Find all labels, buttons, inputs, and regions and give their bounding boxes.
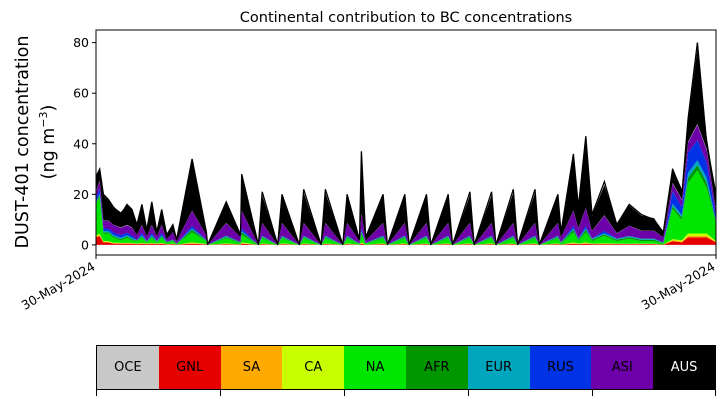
region-legend: OCE GNL SA CA NA AFR EUR RUS ASI AUS — [96, 345, 716, 390]
area-sa — [96, 235, 716, 245]
y-tick-label: 20 — [73, 187, 89, 202]
y-axis-label-line1: DUST-401 concentration — [13, 36, 33, 249]
area-ca — [96, 233, 716, 245]
area-asi — [96, 124, 716, 245]
chart-title: Continental contribution to BC concentra… — [240, 10, 572, 26]
y-axis: 0 20 40 60 80 — [73, 35, 96, 252]
legend-na: NA — [344, 346, 406, 389]
x-axis: 30-May-2024 30-May-2024 — [19, 255, 718, 313]
legend-asi: ASI — [591, 346, 654, 389]
y-axis-units-sup: −3 — [37, 111, 50, 127]
legend-tick — [592, 390, 593, 396]
legend-gnl: GNL — [158, 346, 221, 389]
legend-eur: EUR — [467, 346, 530, 389]
total-line — [96, 42, 716, 246]
legend-tick — [96, 390, 97, 396]
legend-aus: AUS — [653, 346, 715, 389]
legend-tick — [468, 390, 469, 396]
y-axis-units-prefix: (ng m — [39, 128, 59, 180]
legend-oce: OCE — [97, 346, 159, 389]
x-tick-label: 30-May-2024 — [639, 259, 718, 313]
y-tick-label: 80 — [73, 35, 89, 50]
y-axis-label-units: (ng m−3) — [37, 105, 59, 180]
y-tick-label: 60 — [73, 86, 89, 101]
stacked-area-chart: Continental contribution to BC concentra… — [13, 10, 718, 313]
y-axis-label: DUST-401 concentration — [13, 36, 33, 249]
plot-area — [96, 42, 716, 246]
y-tick-label: 0 — [81, 237, 89, 252]
plot-frame — [95, 29, 717, 256]
legend-ca: CA — [282, 346, 345, 389]
legend-tick — [220, 390, 221, 396]
y-tick-label: 40 — [73, 136, 89, 151]
area-gnl — [96, 236, 716, 245]
legend-ticks — [96, 390, 716, 398]
legend-tick — [715, 390, 716, 396]
x-tick-label: 30-May-2024 — [19, 259, 98, 313]
legend-rus: RUS — [529, 346, 592, 389]
legend-sa: SA — [220, 346, 283, 389]
area-aus — [96, 48, 716, 245]
y-axis-units-suffix: ) — [39, 105, 59, 112]
legend-afr: AFR — [405, 346, 468, 389]
legend-tick — [344, 390, 345, 396]
